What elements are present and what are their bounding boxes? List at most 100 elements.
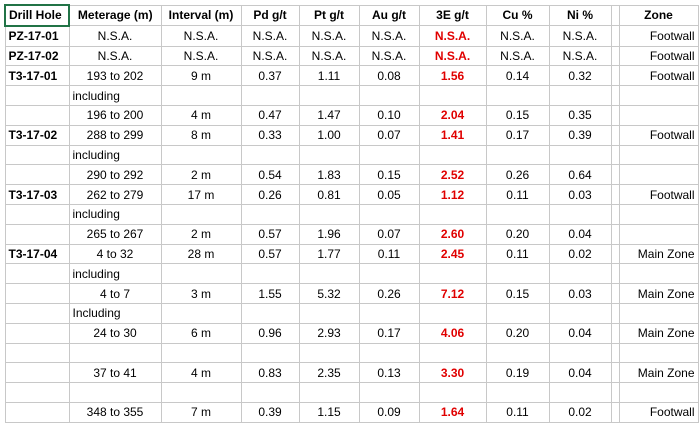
spacer-cell bbox=[610, 322, 620, 344]
table-row: 290 to 292 2 m 0.54 1.83 0.15 2.52 0.26 0.64 bbox=[4, 164, 699, 186]
table-cell: 1.12 bbox=[418, 184, 487, 205]
table-cell: 288 to 299 bbox=[68, 124, 162, 146]
table-cell bbox=[358, 85, 420, 106]
table-cell bbox=[4, 362, 70, 384]
table-cell: 0.39 bbox=[240, 401, 300, 423]
table-cell bbox=[358, 342, 420, 364]
table-cell bbox=[4, 104, 70, 126]
table-cell: 0.14 bbox=[485, 65, 550, 87]
table-cell bbox=[418, 342, 487, 364]
table-cell bbox=[618, 203, 699, 225]
table-cell bbox=[618, 144, 699, 166]
spacer-cell bbox=[610, 263, 620, 285]
header-cell: Drill Hole bbox=[4, 4, 70, 27]
table-cell bbox=[298, 263, 360, 285]
table-cell: 0.07 bbox=[358, 124, 420, 146]
table-cell: 4 m bbox=[160, 104, 242, 126]
table-cell: 0.03 bbox=[548, 283, 612, 304]
table-cell: 2.52 bbox=[418, 164, 487, 186]
spacer-cell bbox=[610, 382, 620, 403]
spacer-cell bbox=[610, 362, 620, 384]
table-cell: 6 m bbox=[160, 322, 242, 344]
spacer-cell bbox=[610, 184, 620, 205]
table-cell: 4 m bbox=[160, 362, 242, 384]
spacer-cell bbox=[610, 85, 620, 106]
spacer-cell bbox=[610, 401, 620, 423]
table-cell bbox=[4, 164, 70, 186]
table-cell: 2.93 bbox=[298, 322, 360, 344]
table-cell bbox=[485, 263, 550, 285]
table-cell: 1.56 bbox=[418, 65, 487, 87]
spacer-cell bbox=[610, 203, 620, 225]
table-cell: 2 m bbox=[160, 223, 242, 245]
table-cell: Footwall bbox=[618, 45, 699, 67]
table-cell bbox=[618, 302, 699, 324]
table-cell: including bbox=[68, 144, 162, 166]
table-cell bbox=[418, 302, 487, 324]
spacer-cell bbox=[610, 223, 620, 245]
table-cell: 5.32 bbox=[298, 283, 360, 304]
table-cell bbox=[4, 302, 70, 324]
table-row: T3-17-02 288 to 299 8 m 0.33 1.00 0.07 1.41 0.1… bbox=[4, 124, 699, 146]
table-cell bbox=[298, 203, 360, 225]
table-cell bbox=[160, 342, 242, 364]
table-cell bbox=[240, 263, 300, 285]
table-cell: including bbox=[68, 85, 162, 106]
table-cell bbox=[298, 144, 360, 166]
table-cell: 0.08 bbox=[358, 65, 420, 87]
table-row: T3-17-01 193 to 202 9 m 0.37 1.11 0.08 1.56 0.1… bbox=[4, 65, 699, 87]
table-cell: 0.57 bbox=[240, 223, 300, 245]
table-cell: PZ-17-02 bbox=[4, 45, 70, 67]
table-cell: 0.47 bbox=[240, 104, 300, 126]
table-cell: 4 to 7 bbox=[68, 283, 162, 304]
table-cell bbox=[485, 144, 550, 166]
table-cell bbox=[68, 382, 162, 403]
table-cell: 0.26 bbox=[240, 184, 300, 205]
table-cell: Footwall bbox=[618, 401, 699, 423]
table-cell: Footwall bbox=[618, 65, 699, 87]
table-cell bbox=[548, 382, 612, 403]
table-cell bbox=[240, 144, 300, 166]
table-cell bbox=[485, 203, 550, 225]
table-cell bbox=[160, 382, 242, 403]
table-cell: PZ-17-01 bbox=[4, 25, 70, 47]
table-cell: 24 to 30 bbox=[68, 322, 162, 344]
table-cell: Main Zone bbox=[618, 283, 699, 304]
table-cell bbox=[240, 302, 300, 324]
table-cell: T3-17-02 bbox=[4, 124, 70, 146]
table-cell bbox=[548, 203, 612, 225]
table-cell: 0.11 bbox=[358, 243, 420, 265]
table-cell bbox=[4, 322, 70, 344]
table-cell: 7.12 bbox=[418, 283, 487, 304]
table-cell: 4.06 bbox=[418, 322, 487, 344]
table-cell: 0.35 bbox=[548, 104, 612, 126]
table-cell: N.S.A. bbox=[68, 25, 162, 47]
table-cell bbox=[485, 382, 550, 403]
table-cell: 4 to 32 bbox=[68, 243, 162, 265]
table-cell: including bbox=[68, 203, 162, 225]
table-cell: 0.19 bbox=[485, 362, 550, 384]
table-cell bbox=[298, 302, 360, 324]
table-cell bbox=[358, 382, 420, 403]
table-body: Drill Hole Meterage (m) Interval (m) Pd g/t… bbox=[4, 4, 699, 423]
table-cell: N.S.A. bbox=[358, 25, 420, 47]
spacer-cell bbox=[610, 45, 620, 67]
table-cell bbox=[418, 263, 487, 285]
table-cell: 9 m bbox=[160, 65, 242, 87]
table-row: 196 to 200 4 m 0.47 1.47 0.10 2.04 0.15 0.35 bbox=[4, 104, 699, 126]
table-cell: 0.11 bbox=[485, 243, 550, 265]
table-cell: Main Zone bbox=[618, 243, 699, 265]
spacer-cell bbox=[610, 65, 620, 87]
table-cell bbox=[618, 263, 699, 285]
table-cell bbox=[4, 85, 70, 106]
table-row: 348 to 355 7 m 0.39 1.15 0.09 1.64 0.11 0.02 Foo… bbox=[4, 401, 699, 423]
table-cell bbox=[485, 302, 550, 324]
table-row: T3-17-03 262 to 279 17 m 0.26 0.81 0.05 1.12 0.… bbox=[4, 184, 699, 205]
header-cell: Pt g/t bbox=[298, 4, 360, 27]
header-cell: Au g/t bbox=[358, 4, 420, 27]
table-cell: 28 m bbox=[160, 243, 242, 265]
table-cell bbox=[548, 85, 612, 106]
table-cell: 0.81 bbox=[298, 184, 360, 205]
header-row: Drill Hole Meterage (m) Interval (m) Pd g/t… bbox=[4, 4, 699, 27]
